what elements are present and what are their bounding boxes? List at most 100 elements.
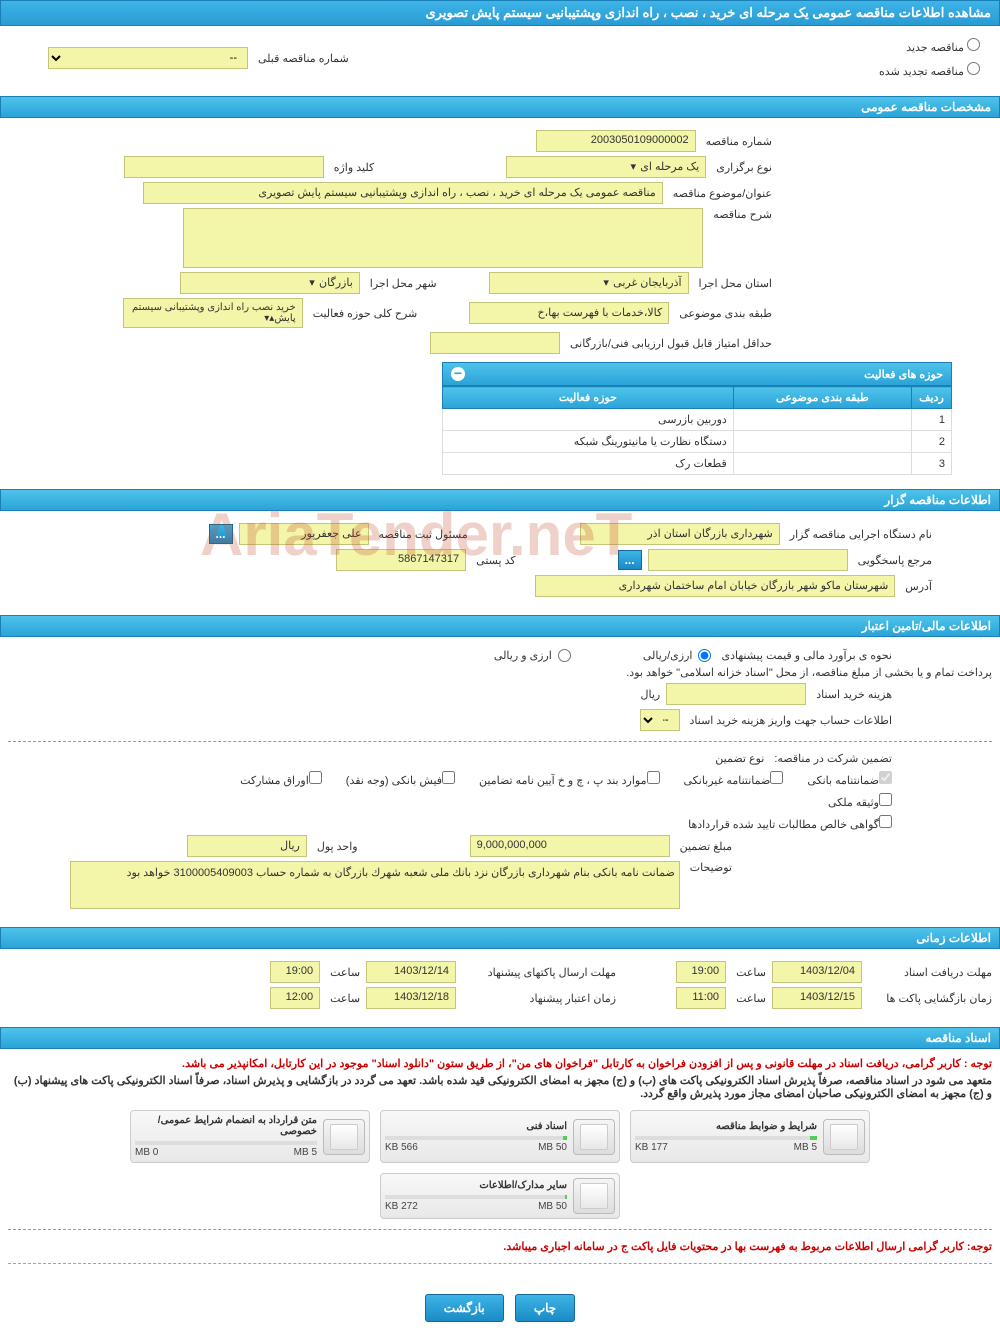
section-organizer: اطلاعات مناقصه گزار <box>0 489 1000 511</box>
min-score-field[interactable] <box>430 332 560 354</box>
time-label-4: ساعت <box>330 992 360 1005</box>
province-label: استان محل اجرا <box>699 277 772 290</box>
g6-label: وثیقه ملکی <box>828 797 879 809</box>
open-label: زمان بازگشایی پاکت ها <box>872 992 992 1005</box>
time-label-3: ساعت <box>330 966 360 979</box>
print-button[interactable]: چاپ <box>515 1294 575 1322</box>
unit-field: ریال <box>187 835 307 857</box>
section-general: مشخصات مناقصه عمومی <box>0 96 1000 118</box>
estimate-opt1-radio[interactable] <box>698 649 711 662</box>
g7-check[interactable] <box>879 815 892 828</box>
registrar-more-button[interactable]: ... <box>209 524 233 544</box>
validity-label: زمان اعتبار پیشنهاد <box>466 992 616 1005</box>
guarantee-type-label: نوع تضمین <box>715 752 764 765</box>
folder-icon <box>323 1119 365 1155</box>
table-row: 1دوربین بازرسی <box>443 409 952 431</box>
upload-title: سایر مدارک/اطلاعات <box>385 1180 567 1191</box>
prev-tender-select[interactable]: -- <box>48 47 248 69</box>
section-documents: اسناد مناقصه <box>0 1027 1000 1049</box>
g5-label: اوراق مشارکت <box>240 775 309 787</box>
new-tender-radio[interactable] <box>967 38 980 51</box>
doc-note1: توجه : کاربر گرامی، دریافت اسناد در مهلت… <box>8 1057 992 1070</box>
tender-no-field: 2003050109000002 <box>536 130 696 152</box>
chevron-down-icon[interactable]: ▾ <box>599 276 613 289</box>
postal-label: کد پستی <box>476 554 515 567</box>
registrar-field: علی جعفرپور <box>239 523 369 545</box>
g4-check[interactable] <box>442 771 455 784</box>
section-timing: اطلاعات زمانی <box>0 927 1000 949</box>
amount-field: 9,000,000,000 <box>470 835 670 857</box>
back-button[interactable]: بازگشت <box>425 1294 504 1322</box>
g6-check[interactable] <box>879 793 892 806</box>
send-time: 19:00 <box>270 961 320 983</box>
g5-check[interactable] <box>309 771 322 784</box>
response-field[interactable] <box>648 549 848 571</box>
activity-table: ردیف طبقه بندی موضوعی حوزه فعالیت 1دوربی… <box>442 386 952 475</box>
renewed-tender-radio[interactable] <box>967 62 980 75</box>
cost-label: هزینه خرید اسناد <box>816 688 892 701</box>
col-row: ردیف <box>912 387 952 409</box>
amount-label: مبلغ تضمین <box>680 840 732 853</box>
divider <box>8 741 992 742</box>
desc-label: شرح مناقصه <box>713 208 772 221</box>
upload-box[interactable]: متن قرارداد به انضمام شرایط عمومی/خصوصی … <box>130 1110 370 1163</box>
estimate-opt1: ارزی/ریالی <box>643 649 693 662</box>
province-field[interactable]: آذربایجان غربی▾ <box>489 272 689 294</box>
upload-title: اسناد فنی <box>385 1121 567 1132</box>
g1-label: ضمانتنامه بانکی <box>807 775 879 787</box>
upload-box[interactable]: سایر مدارک/اطلاعات 50 MB272 KB <box>380 1173 620 1219</box>
divider-3 <box>8 1263 992 1264</box>
keyword-label: کلید واژه <box>334 161 374 174</box>
subject-label: عنوان/موضوع مناقصه <box>673 187 772 200</box>
doc-deadline-date: 1403/12/04 <box>772 961 862 983</box>
g3-check[interactable] <box>647 771 660 784</box>
registrar-label: مسئول ثبت مناقصه <box>379 528 468 541</box>
g7-label: گواهی خالص مطالبات تایید شده قراردادها <box>688 819 879 831</box>
open-time: 11:00 <box>676 987 726 1009</box>
prev-tender-label: شماره مناقصه قبلی <box>258 52 349 65</box>
g3-label: موارد بند پ ، چ و خ آیین نامه تضامین <box>479 775 646 787</box>
section-financial: اطلاعات مالی/تامین اعتبار <box>0 615 1000 637</box>
doc-note3: توجه: کاربر گرامی ارسال اطلاعات مربوط به… <box>8 1240 992 1253</box>
upload-box[interactable]: شرایط و ضوابط مناقصه 5 MB177 KB <box>630 1110 870 1163</box>
guarantee-label: تضمین شرکت در مناقصه: <box>774 752 892 765</box>
divider-2 <box>8 1229 992 1230</box>
category-field[interactable]: کالا،خدمات با فهرست بها،خ <box>469 302 669 324</box>
folder-icon <box>573 1178 615 1214</box>
subject-field: مناقصه عمومی یک مرحله ای خرید ، نصب ، را… <box>143 182 663 204</box>
time-label-2: ساعت <box>736 992 766 1005</box>
desc-field[interactable] <box>183 208 703 268</box>
type-field[interactable]: یک مرحله ای▾ <box>506 156 706 178</box>
response-more-button[interactable]: ... <box>618 550 642 570</box>
account-info-label: اطلاعات حساب جهت واریز هزینه خرید اسناد <box>690 714 892 727</box>
g2-check[interactable] <box>770 771 783 784</box>
category-label: طبقه بندی موضوعی <box>679 307 772 320</box>
doc-deadline-label: مهلت دریافت اسناد <box>872 966 992 979</box>
estimate-label: نحوه ی برآورد مالی و قیمت پیشنهادی <box>721 649 892 662</box>
response-label: مرجع پاسخگویی <box>858 554 932 567</box>
chevron-down-icon[interactable]: ▾ <box>626 160 640 173</box>
city-field[interactable]: بازرگان▾ <box>180 272 360 294</box>
doc-deadline-time: 19:00 <box>676 961 726 983</box>
estimate-opt2-radio[interactable] <box>558 649 571 662</box>
upload-box[interactable]: اسناد فنی 50 MB566 KB <box>380 1110 620 1163</box>
collapse-icon[interactable]: − <box>451 367 465 381</box>
send-label: مهلت ارسال پاکتهای پیشنهاد <box>466 966 616 979</box>
updown-icon[interactable]: ▴▾ <box>264 313 274 324</box>
unit-label: واحد پول <box>317 840 358 853</box>
new-tender-label: مناقصه جدید <box>906 42 964 54</box>
cost-field[interactable] <box>666 683 806 705</box>
payment-note: پرداخت تمام و یا بخشی از مبلغ مناقصه، از… <box>626 666 992 679</box>
city-label: شهر محل اجرا <box>370 277 437 290</box>
chevron-down-icon[interactable]: ▾ <box>305 276 319 289</box>
estimate-opt2: ارزی و ریالی <box>494 649 552 662</box>
keyword-field[interactable] <box>124 156 324 178</box>
exec-field: شهرداری بازرگان استان اذر <box>580 523 780 545</box>
activity-summary-field[interactable]: خرید نصب راه اندازی وپشتیبانی سیستم پایش… <box>123 298 303 328</box>
address-field: شهرستان ماکو شهر بازرگان خیابان امام ساخ… <box>535 575 895 597</box>
folder-icon <box>823 1119 865 1155</box>
doc-note2: متعهد می شود در اسناد مناقصه، صرفاً پذیر… <box>8 1074 992 1100</box>
renewed-tender-label: مناقصه تجدید شده <box>879 66 964 78</box>
tender-no-label: شماره مناقصه <box>706 135 772 148</box>
account-select[interactable]: -- <box>640 709 680 731</box>
